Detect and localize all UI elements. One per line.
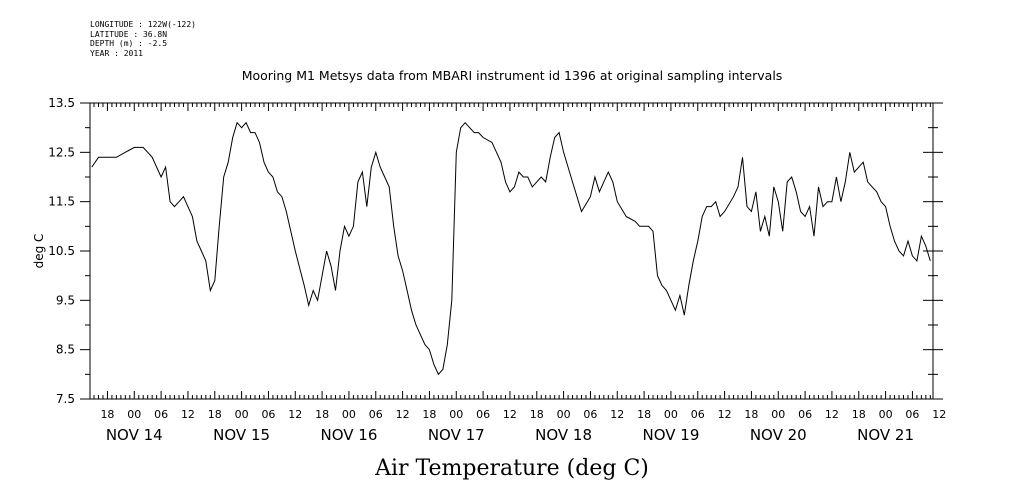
x-hour-label: 12 xyxy=(503,408,517,421)
x-hour-label: 06 xyxy=(261,408,275,421)
x-hour-label: 12 xyxy=(181,408,195,421)
x-hour-label: 12 xyxy=(825,408,839,421)
x-hour-label: 00 xyxy=(342,408,356,421)
x-day-label: NOV 19 xyxy=(642,426,699,444)
x-hour-label: 00 xyxy=(449,408,463,421)
x-hour-label: 00 xyxy=(771,408,785,421)
x-day-label: NOV 14 xyxy=(106,426,163,444)
x-day-label: NOV 18 xyxy=(535,426,592,444)
axis-ticks xyxy=(80,102,943,400)
x-hour-label: 18 xyxy=(422,408,436,421)
x-tick-labels: 18 00 06 12 18 00 06 12 18 00 06 12 18 00 06 12 18 00 06 12… xyxy=(100,408,946,444)
x-day-label: NOV 15 xyxy=(213,426,270,444)
x-hour-label: 18 xyxy=(530,408,544,421)
x-day-label: NOV 17 xyxy=(428,426,485,444)
plot-frame xyxy=(89,102,934,400)
x-hour-label: 06 xyxy=(369,408,383,421)
x-hour-label: 00 xyxy=(127,408,141,421)
x-hour-label: 12 xyxy=(396,408,410,421)
x-hour-label: 06 xyxy=(905,408,919,421)
y-tick-label: 9.5 xyxy=(56,293,75,307)
x-hour-label: 12 xyxy=(610,408,624,421)
meta-year: YEAR : 2011 xyxy=(90,48,143,58)
x-hour-label: 00 xyxy=(879,408,893,421)
x-hour-label: 00 xyxy=(557,408,571,421)
x-hour-label: 06 xyxy=(476,408,490,421)
y-tick-label: 10.5 xyxy=(48,244,75,258)
y-tick-label: 7.5 xyxy=(56,392,75,406)
y-tick-label: 11.5 xyxy=(48,195,75,209)
x-hour-label: 18 xyxy=(852,408,866,421)
y-tick-label: 8.5 xyxy=(56,343,75,357)
meta-latitude: LATITUDE : 36.8N xyxy=(90,29,168,39)
x-hour-label: 06 xyxy=(154,408,168,421)
y-tick-labels: 7.5 8.5 9.5 10.5 11.5 12.5 13.5 xyxy=(48,96,75,406)
x-hour-label: 06 xyxy=(583,408,597,421)
x-hour-label: 00 xyxy=(664,408,678,421)
x-hour-label: 06 xyxy=(691,408,705,421)
x-hour-label: 12 xyxy=(288,408,302,421)
metadata-block: LONGITUDE : 122W(-122) LATITUDE : 36.8N … xyxy=(90,20,196,58)
x-hour-label: 18 xyxy=(744,408,758,421)
x-hour-label: 18 xyxy=(637,408,651,421)
x-hour-label: 06 xyxy=(798,408,812,421)
chart-title: Mooring M1 Metsys data from MBARI instru… xyxy=(242,68,783,83)
x-day-label: NOV 21 xyxy=(857,426,914,444)
y-tick-label: 12.5 xyxy=(48,145,75,159)
x-hour-label: 00 xyxy=(235,408,249,421)
x-hour-label: 12 xyxy=(718,408,732,421)
meta-depth: DEPTH (m) : -2.5 xyxy=(90,39,168,48)
y-axis-label: deg C xyxy=(32,234,46,269)
y-tick-label: 13.5 xyxy=(48,96,75,110)
x-hour-label: 18 xyxy=(100,408,114,421)
air-temperature-line xyxy=(91,121,931,376)
x-hour-label: 18 xyxy=(315,408,329,421)
x-hour-label: 18 xyxy=(208,408,222,421)
x-hour-label: 12 xyxy=(932,408,946,421)
x-day-label: NOV 16 xyxy=(320,426,377,444)
meta-longitude: LONGITUDE : 122W(-122) xyxy=(90,20,196,29)
x-axis-label: Air Temperature (deg C) xyxy=(374,456,649,481)
x-day-label: NOV 20 xyxy=(750,426,807,444)
